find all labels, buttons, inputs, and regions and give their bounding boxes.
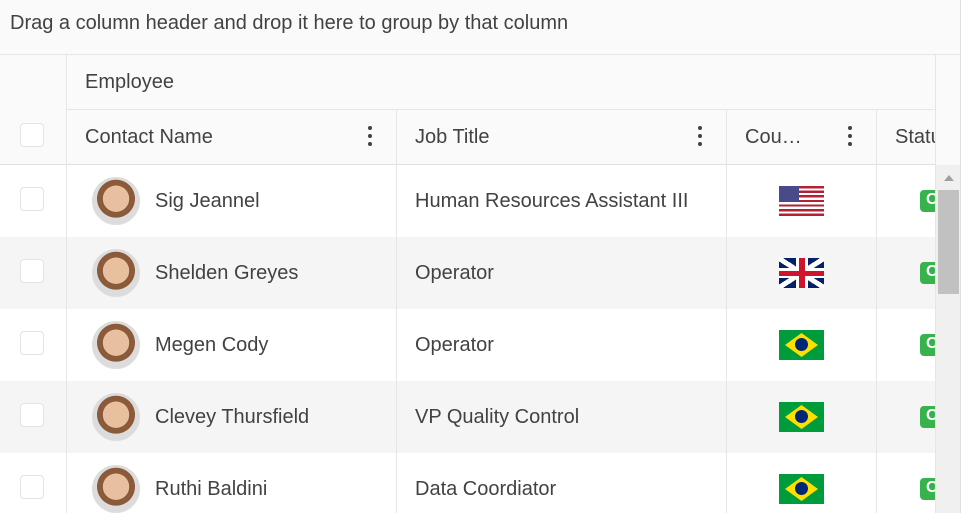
column-menu-icon[interactable] xyxy=(848,126,852,150)
table-row[interactable]: Clevey Thursfield VP Quality Control O xyxy=(0,381,936,453)
job-title-cell: Data Coordiator xyxy=(396,453,726,513)
status-badge: O xyxy=(920,478,936,500)
status-badge: O xyxy=(920,190,936,212)
contact-name: Clevey Thursfield xyxy=(155,405,310,428)
column-title: Contact Name xyxy=(85,126,213,148)
row-checkbox[interactable] xyxy=(20,259,44,283)
country-cell xyxy=(726,381,876,453)
status-badge: O xyxy=(920,262,936,284)
contact-name-cell: Ruthi Baldini xyxy=(66,453,396,513)
row-checkbox[interactable] xyxy=(20,331,44,355)
scroll-up-arrow-icon[interactable] xyxy=(944,175,954,181)
uk-flag-icon xyxy=(779,258,824,288)
table-row[interactable]: Shelden Greyes Operator O xyxy=(0,237,936,309)
avatar xyxy=(92,321,140,369)
country-cell xyxy=(726,453,876,513)
status-cell: O xyxy=(876,309,936,381)
grid-body: Sig Jeannel Human Resources Assistant II… xyxy=(0,165,936,513)
brazil-flag-icon xyxy=(779,330,824,360)
select-all-checkbox[interactable] xyxy=(20,123,44,147)
job-title-cell: Operator xyxy=(396,309,726,381)
job-title-cell: Operator xyxy=(396,237,726,309)
contact-name: Ruthi Baldini xyxy=(155,477,268,500)
avatar xyxy=(92,393,140,441)
country-cell xyxy=(726,237,876,309)
status-badge: O xyxy=(920,406,936,428)
status-cell: O xyxy=(876,453,936,513)
contact-name-cell: Sig Jeannel xyxy=(66,165,396,237)
job-title-cell: Human Resources Assistant III xyxy=(396,165,726,237)
status-cell: O xyxy=(876,381,936,453)
row-checkbox[interactable] xyxy=(20,403,44,427)
contact-name-cell: Megen Cody xyxy=(66,309,396,381)
status-cell: O xyxy=(876,237,936,309)
column-title: Statu xyxy=(895,126,936,148)
column-title: Cou… xyxy=(745,126,802,148)
column-title: Job Title xyxy=(415,126,490,148)
column-header-job-title[interactable]: Job Title xyxy=(396,110,726,165)
scrollbar-header-spacer xyxy=(935,55,960,165)
column-header-country[interactable]: Cou… xyxy=(726,110,876,165)
column-menu-icon[interactable] xyxy=(368,126,372,150)
contact-name: Shelden Greyes xyxy=(155,261,299,284)
contact-name: Megen Cody xyxy=(155,333,269,356)
brazil-flag-icon xyxy=(779,474,824,504)
job-title-cell: VP Quality Control xyxy=(396,381,726,453)
table-row[interactable]: Sig Jeannel Human Resources Assistant II… xyxy=(0,165,936,237)
column-menu-icon[interactable] xyxy=(698,126,702,150)
table-row[interactable]: Megen Cody Operator O xyxy=(0,309,936,381)
grid-header: Employee Contact Name Job Title Cou… Sta… xyxy=(0,55,936,165)
avatar xyxy=(92,249,140,297)
us-flag-icon xyxy=(779,186,824,216)
contact-name-cell: Shelden Greyes xyxy=(66,237,396,309)
contact-name-cell: Clevey Thursfield xyxy=(66,381,396,453)
vertical-scrollbar[interactable] xyxy=(935,165,960,513)
status-cell: O xyxy=(876,165,936,237)
employee-group-header: Employee xyxy=(66,55,935,110)
avatar xyxy=(92,465,140,513)
country-cell xyxy=(726,165,876,237)
row-checkbox[interactable] xyxy=(20,475,44,499)
table-row[interactable]: Ruthi Baldini Data Coordiator O xyxy=(0,453,936,513)
status-badge: O xyxy=(920,334,936,356)
column-header-status[interactable]: Statu xyxy=(876,110,936,165)
scrollbar-thumb[interactable] xyxy=(938,190,959,294)
group-panel[interactable]: Drag a column header and drop it here to… xyxy=(0,0,960,55)
avatar xyxy=(92,177,140,225)
column-header-contact-name[interactable]: Contact Name xyxy=(66,110,396,165)
contact-name: Sig Jeannel xyxy=(155,189,260,212)
brazil-flag-icon xyxy=(779,402,824,432)
row-checkbox[interactable] xyxy=(20,187,44,211)
country-cell xyxy=(726,309,876,381)
